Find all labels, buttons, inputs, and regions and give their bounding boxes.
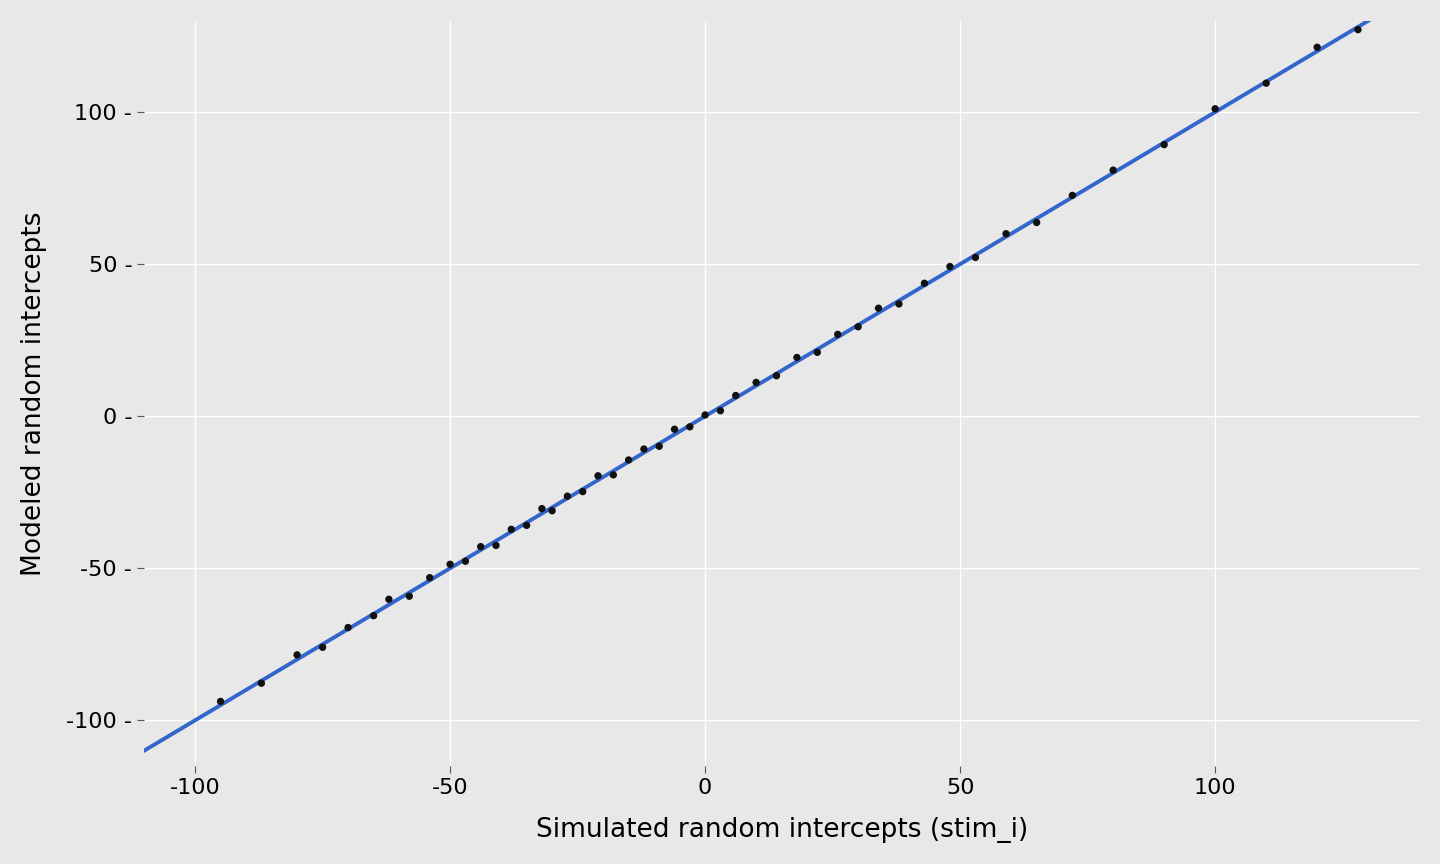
Point — [285, 648, 308, 662]
Y-axis label: Modeled random intercepts: Modeled random intercepts — [20, 211, 48, 575]
Point — [662, 422, 685, 436]
Point — [1102, 163, 1125, 177]
Point — [1061, 188, 1084, 202]
Point — [439, 557, 462, 571]
Point — [1306, 41, 1329, 54]
Point — [678, 420, 701, 434]
Point — [618, 453, 641, 467]
X-axis label: Simulated random intercepts (stim_i): Simulated random intercepts (stim_i) — [536, 817, 1028, 843]
Point — [1204, 102, 1227, 116]
Point — [724, 389, 747, 403]
Point — [454, 555, 477, 569]
Point — [586, 469, 609, 483]
Point — [361, 609, 384, 623]
Point — [632, 442, 655, 456]
Point — [995, 227, 1018, 241]
Point — [806, 346, 829, 359]
Point — [765, 369, 788, 383]
Point — [530, 502, 553, 516]
Point — [556, 489, 579, 503]
Point — [572, 485, 595, 499]
Point — [209, 695, 232, 708]
Point — [694, 408, 717, 422]
Point — [1025, 215, 1048, 229]
Point — [913, 276, 936, 290]
Point — [500, 523, 523, 537]
Point — [540, 504, 563, 518]
Point — [867, 302, 890, 315]
Point — [939, 260, 962, 274]
Point — [1346, 22, 1369, 36]
Point — [251, 677, 274, 690]
Point — [602, 468, 625, 482]
Point — [337, 620, 360, 634]
Point — [397, 589, 420, 603]
Point — [311, 640, 334, 654]
Point — [1152, 137, 1175, 151]
Point — [648, 440, 671, 454]
Point — [708, 403, 732, 417]
Point — [469, 540, 492, 554]
Point — [744, 376, 768, 390]
Point — [963, 251, 986, 264]
Point — [1254, 76, 1277, 90]
Point — [785, 351, 808, 365]
Point — [827, 327, 850, 341]
Point — [377, 593, 400, 607]
Point — [418, 571, 441, 585]
Point — [484, 538, 507, 552]
Point — [847, 320, 870, 334]
Point — [516, 518, 539, 532]
Point — [887, 297, 910, 311]
